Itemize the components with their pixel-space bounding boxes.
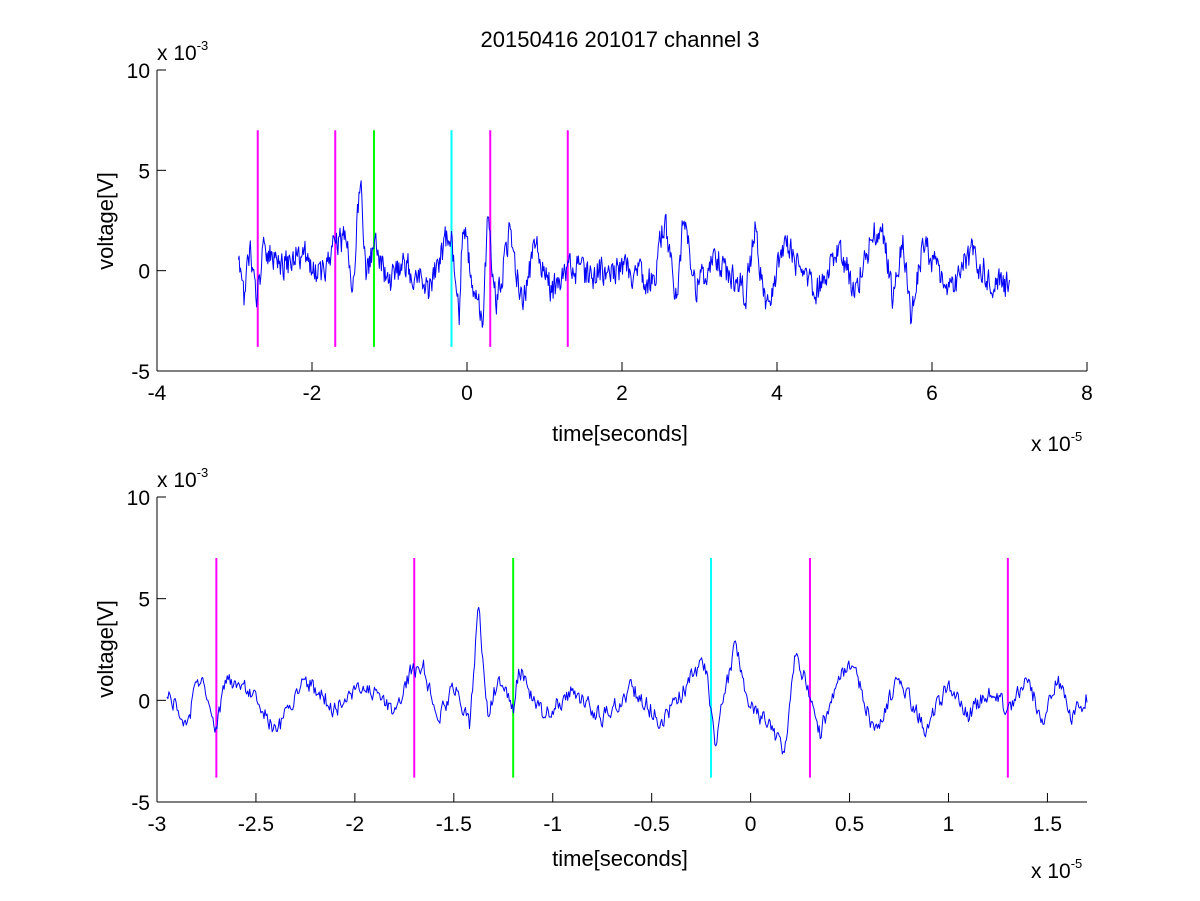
- top-x-tick-label: -2: [303, 382, 322, 405]
- top-signal-trace: [237, 180, 1010, 328]
- bottom-signal-trace: [166, 606, 1088, 755]
- top-x-tick-label: 6: [926, 382, 938, 405]
- bottom-x-tick-label: -2.5: [238, 813, 274, 836]
- bottom-x-axis-label: time[seconds]: [552, 846, 688, 871]
- bottom-y-tick-label: 0: [138, 690, 150, 713]
- bottom-axis-frame: [156, 497, 1087, 803]
- top-y-axis-label: voltage[V]: [93, 172, 118, 270]
- bottom-markers: [215, 558, 1009, 778]
- bottom-x-tick-label: 0: [745, 813, 757, 836]
- bottom-x-multiplier: x 10-5: [1031, 856, 1082, 883]
- top-y-tick-label: 0: [138, 261, 150, 284]
- bottom-y-ticks: -5 0 5 10: [127, 487, 166, 815]
- top-x-tick-label: 8: [1081, 382, 1093, 405]
- bottom-axes: -3 -2.5 -2 -1.5 -1 -0.5 0 0.5 1 1.5 -5 0 5 10 time[s…: [93, 465, 1088, 883]
- top-x-tick-label: 0: [461, 382, 473, 405]
- bottom-y-axis-label: voltage[V]: [93, 600, 118, 698]
- bottom-y-tick-label: 5: [138, 589, 150, 612]
- top-x-tick-label: 4: [771, 382, 783, 405]
- top-y-ticks: -5 0 5 10: [127, 60, 166, 384]
- top-y-tick-label: 5: [138, 160, 150, 183]
- top-y-multiplier: x 10-3: [157, 38, 208, 65]
- bottom-y-tick-label: -5: [131, 792, 150, 815]
- bottom-x-tick-label: -2: [346, 813, 365, 836]
- top-x-axis-label: time[seconds]: [552, 421, 688, 446]
- bottom-y-multiplier: x 10-3: [157, 465, 208, 492]
- bottom-x-tick-label: -3: [148, 813, 167, 836]
- bottom-x-tick-label: -1.5: [436, 813, 472, 836]
- bottom-x-tick-label: -1: [543, 813, 562, 836]
- top-y-tick-label: 10: [127, 60, 150, 83]
- top-y-tick-label: -5: [131, 361, 150, 384]
- bottom-x-tick-label: 1.5: [1033, 813, 1062, 836]
- top-axes: -4 -2 0 2 4 6 8 -5 0 5 10 time[seconds] voltage[V…: [93, 38, 1093, 456]
- figure-title: 20150416 201017 channel 3: [481, 27, 760, 52]
- bottom-x-ticks: -3 -2.5 -2 -1.5 -1 -0.5 0 0.5 1 1.5: [148, 793, 1062, 836]
- top-x-tick-label: 2: [616, 382, 628, 405]
- top-x-ticks: -4 -2 0 2 4 6 8: [148, 362, 1093, 405]
- bottom-y-tick-label: 10: [127, 487, 150, 510]
- bottom-x-tick-label: 1: [943, 813, 955, 836]
- top-x-multiplier: x 10-5: [1031, 429, 1082, 456]
- top-x-tick-label: -4: [148, 382, 167, 405]
- bottom-x-tick-label: -0.5: [634, 813, 670, 836]
- bottom-x-tick-label: 0.5: [835, 813, 864, 836]
